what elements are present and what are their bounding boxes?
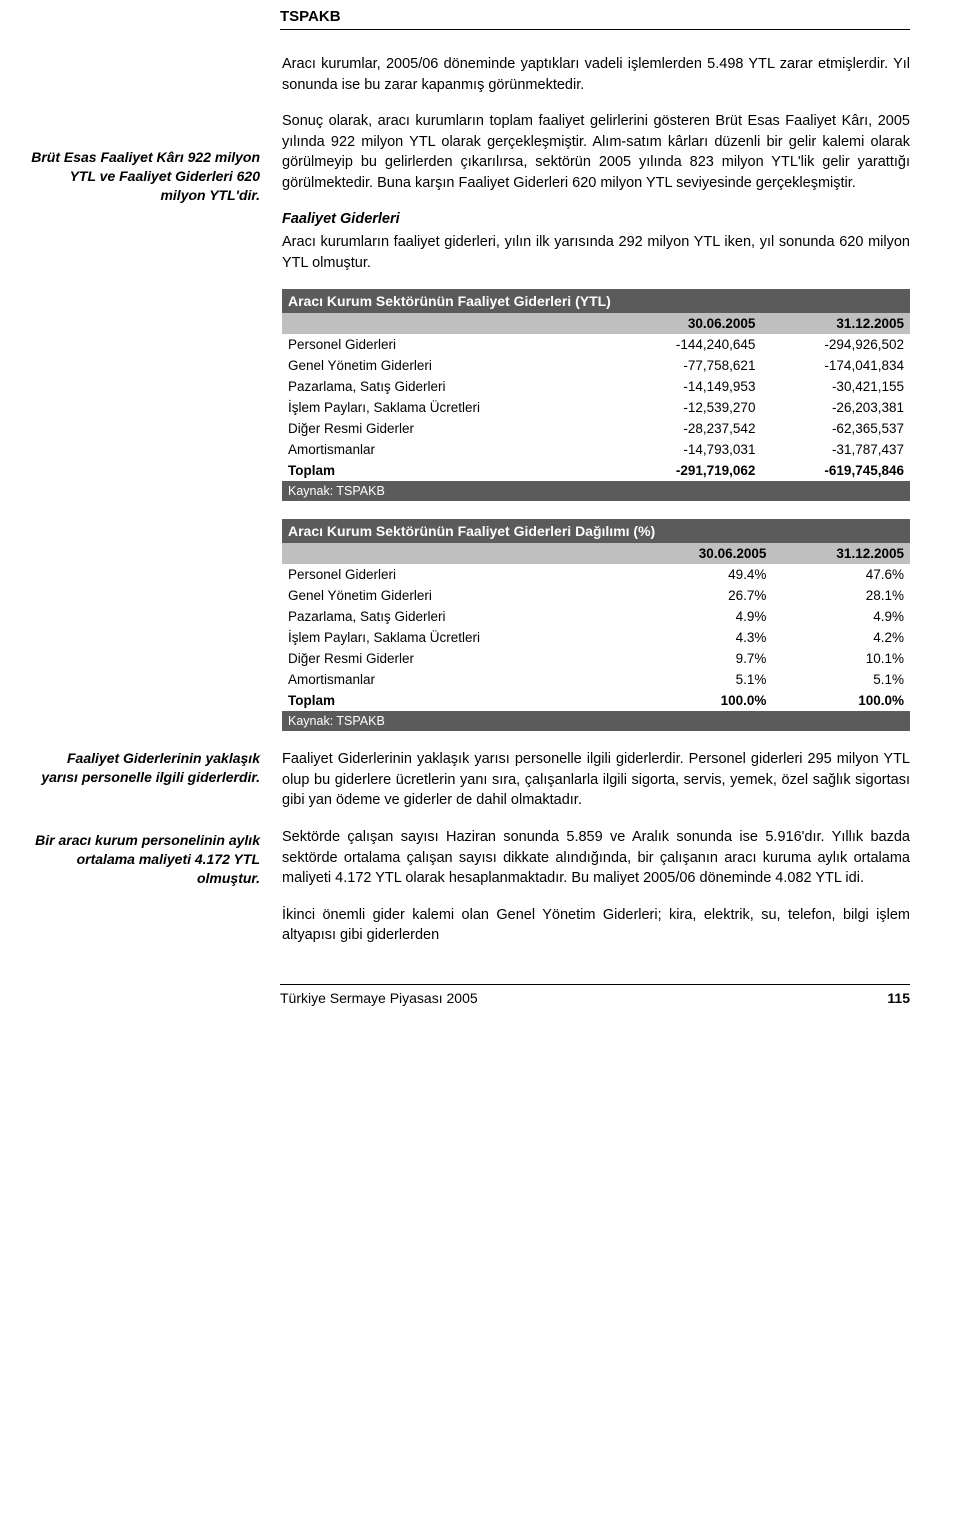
cell-label: Genel Yönetim Giderleri [282,585,635,606]
cell-value: 4.3% [635,627,773,648]
cell-value: -62,365,537 [761,418,910,439]
table2-title: Aracı Kurum Sektörünün Faaliyet Giderler… [282,519,910,543]
paragraph-employee-cost: Sektörde çalışan sayısı Haziran sonunda … [282,827,910,889]
margin-notes: Brüt Esas Faaliyet Kârı 922 milyon YTL v… [30,54,260,749]
main-column: Aracı kurumlar, 2005/06 döneminde yaptık… [282,54,910,749]
page-footer: Türkiye Sermaye Piyasası 2005 115 [280,984,910,1006]
cell-value: 5.1% [772,669,910,690]
table-row: Personel Giderleri -144,240,645 -294,926… [282,334,910,355]
cell-value: -174,041,834 [761,355,910,376]
table1-header-row: 30.06.2005 31.12.2005 [282,313,910,334]
table-row: Amortismanlar 5.1% 5.1% [282,669,910,690]
section-heading-faaliyet: Faaliyet Giderleri [282,209,910,230]
cell-value: -28,237,542 [613,418,762,439]
source-text: Kaynak: TSPAKB [282,481,910,501]
cell-value: 26.7% [635,585,773,606]
cell-label: Pazarlama, Satış Giderleri [282,376,613,397]
cell-value: -619,745,846 [761,460,910,481]
table-row: Diğer Resmi Giderler 9.7% 10.1% [282,648,910,669]
cell-label: Genel Yönetim Giderleri [282,355,613,376]
cell-value: -291,719,062 [613,460,762,481]
org-name: TSPAKB [280,8,341,25]
table1-title: Aracı Kurum Sektörünün Faaliyet Giderler… [282,289,910,313]
cell-value: 9.7% [635,648,773,669]
paragraph-intro: Aracı kurumlar, 2005/06 döneminde yaptık… [282,54,910,95]
cell-label: Toplam [282,690,635,711]
cell-value: 28.1% [772,585,910,606]
table2-col2: 31.12.2005 [772,543,910,564]
paragraph-personnel: Faaliyet Giderlerinin yaklaşık yarısı pe… [282,749,910,811]
page-number: 115 [887,990,910,1006]
expense-table-ytl: Aracı Kurum Sektörünün Faaliyet Giderler… [282,289,910,501]
table2-total-row: Toplam 100.0% 100.0% [282,690,910,711]
expense-table-pct: Aracı Kurum Sektörünün Faaliyet Giderler… [282,519,910,731]
table-row: Genel Yönetim Giderleri 26.7% 28.1% [282,585,910,606]
cell-value: -14,149,953 [613,376,762,397]
table-row: Pazarlama, Satış Giderleri -14,149,953 -… [282,376,910,397]
cell-value: -77,758,621 [613,355,762,376]
content-grid: Brüt Esas Faaliyet Kârı 922 milyon YTL v… [0,54,960,962]
cell-label: Amortismanlar [282,669,635,690]
cell-value: -30,421,155 [761,376,910,397]
table-row: Amortismanlar -14,793,031 -31,787,437 [282,439,910,460]
cell-value: 47.6% [772,564,910,585]
cell-value: -144,240,645 [613,334,762,355]
margin-note-3: Bir aracı kurum personelinin aylık ortal… [30,831,260,888]
cell-value: -14,793,031 [613,439,762,460]
footer-title: Türkiye Sermaye Piyasası 2005 [280,990,478,1006]
table2-header-row: 30.06.2005 31.12.2005 [282,543,910,564]
document-page: TSPAKB Brüt Esas Faaliyet Kârı 922 milyo… [0,0,960,1020]
cell-value: -294,926,502 [761,334,910,355]
main-column-lower: Faaliyet Giderlerinin yaklaşık yarısı pe… [282,749,910,962]
source-text: Kaynak: TSPAKB [282,711,910,731]
cell-value: 5.1% [635,669,773,690]
margin-note-2: Faaliyet Giderlerinin yaklaşık yarısı pe… [30,749,260,787]
table2-source: Kaynak: TSPAKB [282,711,910,731]
cell-value: -26,203,381 [761,397,910,418]
table-row: Pazarlama, Satış Giderleri 4.9% 4.9% [282,606,910,627]
table1-col2: 31.12.2005 [761,313,910,334]
section-heading-text: Faaliyet Giderleri [282,211,400,227]
cell-value: -12,539,270 [613,397,762,418]
table1-col1: 30.06.2005 [613,313,762,334]
table-row: İşlem Payları, Saklama Ücretleri -12,539… [282,397,910,418]
cell-value: 10.1% [772,648,910,669]
cell-label: Personel Giderleri [282,564,635,585]
cell-label: Diğer Resmi Giderler [282,418,613,439]
table1-source: Kaynak: TSPAKB [282,481,910,501]
cell-label: Toplam [282,460,613,481]
page-header: TSPAKB [280,8,910,30]
table2-col1: 30.06.2005 [635,543,773,564]
paragraph-faaliyet: Aracı kurumların faaliyet giderleri, yıl… [282,232,910,273]
cell-label: İşlem Payları, Saklama Ücretleri [282,397,613,418]
cell-label: İşlem Payları, Saklama Ücretleri [282,627,635,648]
cell-value: 100.0% [772,690,910,711]
table-row: Diğer Resmi Giderler -28,237,542 -62,365… [282,418,910,439]
table-row: Personel Giderleri 49.4% 47.6% [282,564,910,585]
cell-label: Diğer Resmi Giderler [282,648,635,669]
margin-note-1: Brüt Esas Faaliyet Kârı 922 milyon YTL v… [30,148,260,205]
table-row: Genel Yönetim Giderleri -77,758,621 -174… [282,355,910,376]
paragraph-general-mgmt: İkinci önemli gider kalemi olan Genel Yö… [282,905,910,946]
paragraph-summary: Sonuç olarak, aracı kurumların toplam fa… [282,111,910,193]
table-row: İşlem Payları, Saklama Ücretleri 4.3% 4.… [282,627,910,648]
cell-value: 4.2% [772,627,910,648]
cell-value: -31,787,437 [761,439,910,460]
margin-notes-lower: Faaliyet Giderlerinin yaklaşık yarısı pe… [30,749,260,962]
cell-value: 100.0% [635,690,773,711]
cell-label: Pazarlama, Satış Giderleri [282,606,635,627]
cell-value: 4.9% [772,606,910,627]
cell-label: Amortismanlar [282,439,613,460]
cell-label: Personel Giderleri [282,334,613,355]
cell-value: 4.9% [635,606,773,627]
cell-value: 49.4% [635,564,773,585]
table1-total-row: Toplam -291,719,062 -619,745,846 [282,460,910,481]
